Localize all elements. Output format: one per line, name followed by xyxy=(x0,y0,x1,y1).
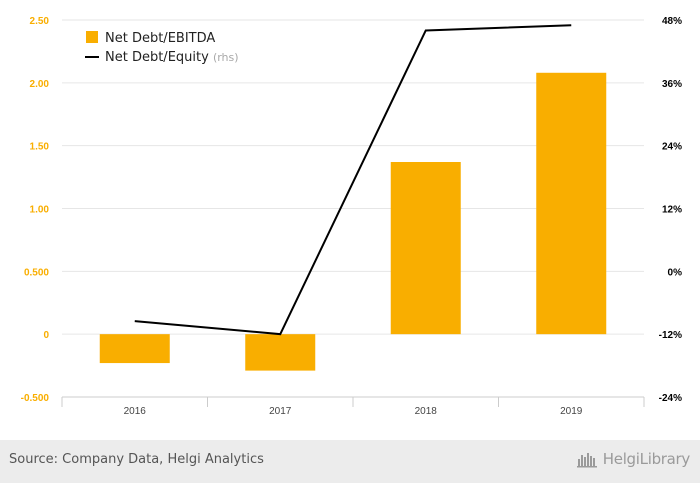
x-tick-label: 2019 xyxy=(560,406,583,417)
right-tick-label: 24% xyxy=(662,142,682,153)
line-net-debt-equity xyxy=(134,24,572,336)
legend-label-line-suffix: (rhs) xyxy=(213,51,239,64)
bar-2018 xyxy=(390,162,461,335)
source-text: Source: Company Data, Helgi Analytics xyxy=(9,452,264,467)
brand-text: HelgiLibrary xyxy=(602,450,691,468)
legend-label-line-name: Net Debt/Equity xyxy=(105,50,209,65)
legend-label-line: Net Debt/Equity (rhs) xyxy=(105,50,239,65)
left-tick-label: 0 xyxy=(43,330,49,341)
x-axis: 2016 2017 2018 2019 xyxy=(61,396,645,417)
right-tick-label: 12% xyxy=(662,205,682,216)
bar-series xyxy=(99,72,607,371)
right-tick-label: -24% xyxy=(659,393,682,404)
right-tick-label: 36% xyxy=(662,79,682,90)
x-tick-label: 2017 xyxy=(269,406,292,417)
line-series xyxy=(134,24,572,336)
x-tick-label: 2018 xyxy=(415,406,438,417)
bar-2017 xyxy=(245,334,316,371)
footer: Source: Company Data, Helgi Analytics He… xyxy=(0,440,700,483)
left-tick-label: 2.00 xyxy=(30,79,50,90)
bar-2016 xyxy=(99,334,170,364)
left-tick-label: 2.50 xyxy=(30,16,50,27)
right-tick-label: 48% xyxy=(662,16,682,27)
x-tick-label: 2016 xyxy=(124,406,147,417)
legend-label-bar: Net Debt/EBITDA xyxy=(105,31,215,46)
bar-2019 xyxy=(536,72,607,335)
library-icon xyxy=(576,453,597,468)
left-axis: 2.50 2.00 1.50 1.00 0.500 0 -0.500 xyxy=(21,16,50,404)
left-tick-label: 1.50 xyxy=(30,142,50,153)
chart-svg: 2.50 2.00 1.50 1.00 0.500 0 -0.500 48% 36% 24% 12… xyxy=(21,16,682,417)
right-tick-label: 0% xyxy=(668,267,683,278)
legend: Net Debt/EBITDA Net Debt/Equity (rhs) xyxy=(85,31,239,65)
left-tick-label: -0.500 xyxy=(21,393,50,404)
legend-swatch-bar xyxy=(86,31,98,43)
left-tick-label: 0.500 xyxy=(24,267,49,278)
brand-logo: HelgiLibrary xyxy=(576,450,691,468)
left-tick-label: 1.00 xyxy=(30,205,50,216)
right-axis: 48% 36% 24% 12% 0% -12% -24% xyxy=(659,16,682,404)
right-tick-label: -12% xyxy=(659,330,682,341)
